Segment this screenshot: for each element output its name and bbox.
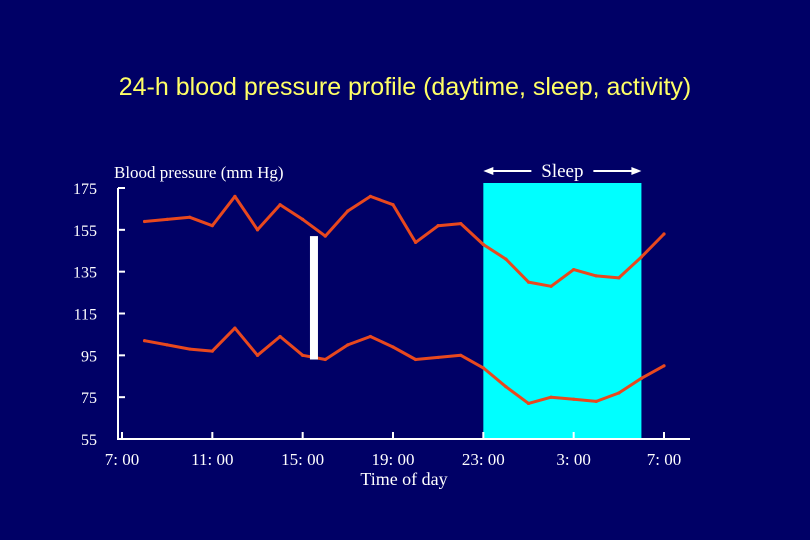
data-point-systolic [391, 203, 395, 207]
data-point-diastolic [165, 343, 169, 347]
activity-marker [309, 236, 318, 360]
data-point-systolic [459, 221, 463, 226]
data-point-diastolic [255, 353, 260, 357]
data-point-systolic [549, 284, 553, 288]
data-point-diastolic [233, 326, 237, 330]
sleep-arrowhead-left [483, 167, 494, 175]
data-point-systolic [481, 242, 485, 247]
data-point-diastolic [481, 366, 485, 370]
data-point-diastolic [436, 355, 440, 360]
y-tick-label: 135 [73, 265, 97, 282]
x-tick-label: 19: 00 [372, 450, 415, 469]
x-tick-label: 23: 00 [462, 450, 505, 469]
data-point-diastolic [526, 401, 531, 406]
data-point-systolic [617, 276, 621, 280]
x-tick-label: 7: 00 [105, 450, 139, 469]
data-point-diastolic [210, 349, 214, 353]
data-point-systolic [188, 215, 192, 219]
data-point-systolic [210, 224, 214, 228]
series-line-systolic [143, 194, 666, 288]
data-point-systolic [323, 234, 327, 238]
data-point-systolic [278, 203, 282, 207]
data-point-systolic [142, 219, 147, 224]
data-point-systolic [346, 209, 350, 213]
y-tick-label: 75 [81, 390, 97, 407]
data-point-systolic [301, 217, 305, 221]
data-point-systolic [504, 257, 508, 261]
data-point-diastolic [662, 364, 666, 368]
data-point-systolic [233, 194, 237, 198]
data-point-systolic [572, 267, 576, 272]
data-point-diastolic [504, 385, 508, 389]
x-axis: 7: 00 11: 00 15: 00 19: 00 23: 00 3: 00 7: 00 [105, 432, 690, 469]
data-point-diastolic [594, 399, 598, 403]
data-point-diastolic [391, 345, 395, 349]
sleep-label: Sleep [541, 161, 583, 182]
data-point-diastolic [459, 353, 463, 357]
y-axis-label: Blood pressure (mm Hg) [114, 163, 284, 182]
data-point-systolic [255, 228, 260, 232]
x-tick-label: 11: 00 [191, 450, 233, 469]
x-tick-label: 15: 00 [281, 450, 324, 469]
data-point-diastolic [572, 397, 576, 401]
data-point-systolic [436, 224, 440, 228]
data-point-systolic [368, 194, 373, 198]
data-point-systolic [639, 255, 644, 259]
data-point-systolic [526, 280, 531, 284]
sleep-annotation: Sleep [483, 161, 642, 182]
data-point-diastolic [639, 376, 644, 380]
series-line-diastolic [143, 326, 666, 405]
data-point-diastolic [549, 395, 553, 399]
data-point-diastolic [188, 347, 192, 351]
data-point-diastolic [278, 334, 282, 339]
data-point-systolic [165, 217, 169, 221]
y-axis: 175 155 135 115 95 75 55 [73, 181, 125, 449]
chart-title: 24-h blood pressure profile (daytime, sl… [119, 73, 692, 101]
data-point-diastolic [323, 357, 327, 362]
data-point-diastolic [413, 357, 418, 362]
sleep-band [483, 183, 642, 439]
x-tick-label: 3: 00 [556, 450, 590, 469]
data-point-diastolic [346, 343, 350, 347]
x-tick-label: 7: 00 [647, 450, 681, 469]
data-point-diastolic [617, 391, 621, 395]
data-point-systolic [413, 240, 418, 244]
data-point-systolic [594, 274, 598, 278]
y-tick-label: 155 [73, 223, 97, 240]
y-tick-label: 175 [73, 181, 97, 198]
data-point-systolic [662, 232, 666, 236]
y-tick-label: 115 [74, 307, 97, 324]
y-tick-label: 95 [81, 348, 97, 365]
data-point-diastolic [368, 334, 373, 339]
series-layer [142, 194, 666, 406]
data-point-diastolic [301, 353, 305, 357]
data-point-diastolic [142, 339, 147, 343]
y-tick-label: 55 [81, 432, 97, 449]
x-axis-label: Time of day [360, 469, 447, 489]
sleep-arrowhead-right [631, 167, 642, 175]
